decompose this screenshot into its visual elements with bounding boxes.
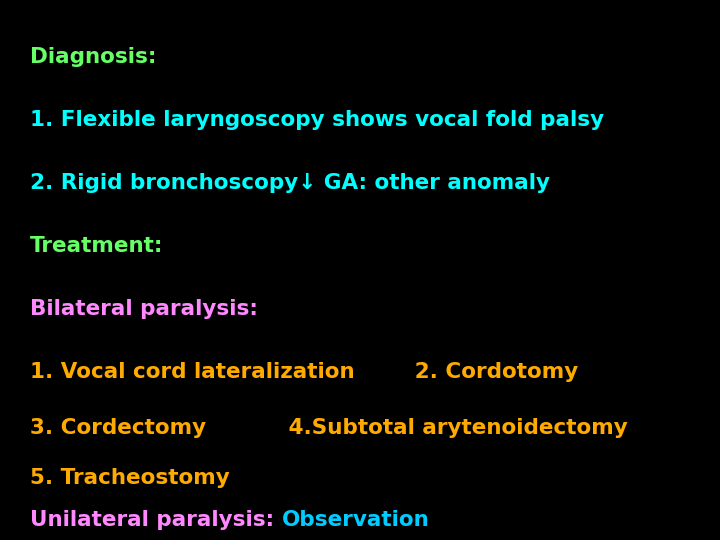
Text: 3. Cordectomy           4.Subtotal arytenoidectomy: 3. Cordectomy 4.Subtotal arytenoidectomy bbox=[30, 418, 628, 438]
Text: 2. Rigid bronchoscopy↓ GA: other anomaly: 2. Rigid bronchoscopy↓ GA: other anomaly bbox=[30, 173, 550, 193]
Text: 1. Vocal cord lateralization        2. Cordotomy: 1. Vocal cord lateralization 2. Cordotom… bbox=[30, 362, 578, 382]
Text: Unilateral paralysis:: Unilateral paralysis: bbox=[30, 510, 282, 530]
Text: Observation: Observation bbox=[282, 510, 429, 530]
Text: Bilateral paralysis:: Bilateral paralysis: bbox=[30, 299, 258, 319]
Text: Diagnosis:: Diagnosis: bbox=[30, 47, 156, 67]
Text: Treatment:: Treatment: bbox=[30, 236, 163, 256]
Text: 5. Tracheostomy: 5. Tracheostomy bbox=[30, 468, 230, 488]
Text: 1. Flexible laryngoscopy shows vocal fold palsy: 1. Flexible laryngoscopy shows vocal fol… bbox=[30, 110, 604, 130]
